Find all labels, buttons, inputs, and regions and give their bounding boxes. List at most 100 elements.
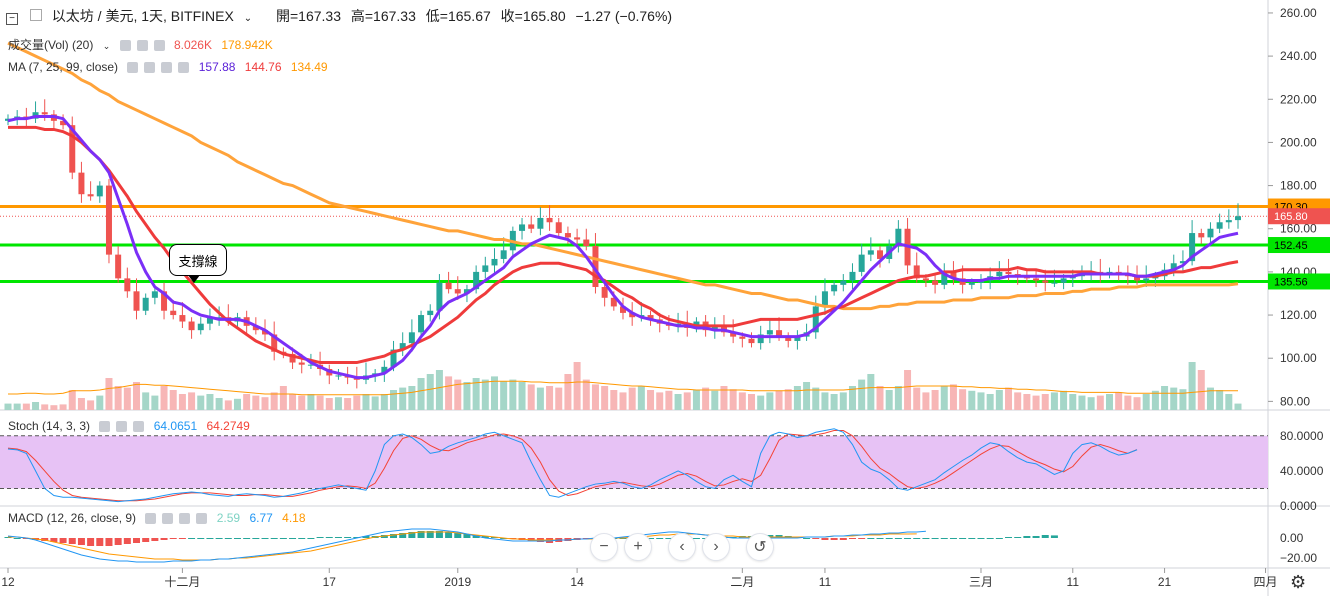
volume-bar <box>1050 392 1058 410</box>
macd-line <box>7 528 926 563</box>
eye-icon[interactable] <box>119 40 131 52</box>
volume-bar <box>1124 395 1132 410</box>
volume-bar <box>105 378 113 410</box>
volume-bar <box>1115 392 1123 410</box>
volume-bar <box>169 390 177 410</box>
candle-body <box>87 194 94 197</box>
gear-icon[interactable]: ⚙ <box>1290 572 1307 592</box>
macd-hist-bar <box>362 536 370 538</box>
candle-body <box>427 310 434 316</box>
level-price-tag <box>1268 237 1330 254</box>
zoom-out-button[interactable]: − <box>590 533 618 561</box>
volume-bar <box>1216 390 1224 410</box>
macd-hist-bar <box>830 538 838 540</box>
eye-icon[interactable] <box>99 421 111 433</box>
chevron-down-icon[interactable]: ⌄ <box>102 41 111 51</box>
price-tick-label: 180.00 <box>1280 179 1317 193</box>
candle-body <box>124 278 131 292</box>
macd-hist-bar <box>858 538 866 539</box>
volume-bar <box>1060 390 1068 410</box>
candle-body <box>445 282 452 290</box>
time-tick-label: 二月 <box>730 575 754 589</box>
time-tick-label: 21 <box>1158 575 1172 589</box>
scroll-left-button[interactable]: ‹ <box>668 533 696 561</box>
macd-hist-bar <box>913 538 921 539</box>
volume-bar <box>344 398 352 410</box>
zoom-in-button[interactable]: + <box>624 533 652 561</box>
macd-hist-bar <box>261 538 269 539</box>
macd-hist-bar <box>142 538 150 542</box>
volume-bar <box>197 395 205 410</box>
candle-body <box>463 289 470 294</box>
candle-body <box>271 334 278 352</box>
macd-hist-bar <box>114 538 122 545</box>
volume-bar <box>986 394 994 410</box>
minus-square-icon[interactable]: − <box>6 13 18 25</box>
candle-body <box>170 310 177 316</box>
stoch-label[interactable]: Stoch (14, 3, 3) <box>8 419 91 433</box>
candle-body <box>381 366 388 374</box>
volume-bar <box>307 394 315 410</box>
eye-icon[interactable] <box>127 62 139 74</box>
volume-bar <box>1133 397 1141 410</box>
macd-hist-bar <box>334 537 342 538</box>
scroll-right-button[interactable]: › <box>702 533 730 561</box>
support-callout[interactable]: 支撐線 <box>169 244 227 283</box>
source-icon[interactable] <box>161 62 173 74</box>
close-icon[interactable] <box>178 62 190 74</box>
volume-bar <box>674 394 682 410</box>
chevron-down-icon[interactable]: ⌄ <box>243 13 253 24</box>
macd-hist-bar <box>252 538 260 539</box>
close-icon[interactable] <box>133 421 145 433</box>
volume-label[interactable]: 成交量(Vol) (20) <box>8 38 94 52</box>
close-icon[interactable] <box>196 513 208 525</box>
volume-bar <box>279 386 287 410</box>
macd-hist-bar <box>105 538 113 546</box>
close-icon[interactable] <box>153 40 165 52</box>
low-value: 低=165.67 <box>425 8 491 24</box>
candle-body <box>996 271 1003 277</box>
price-tick-label: 220.00 <box>1280 92 1317 106</box>
volume-ma-line <box>8 380 1238 396</box>
volume-bar <box>270 392 278 410</box>
volume-bar <box>261 397 269 410</box>
candle-body <box>1216 222 1223 229</box>
candle-body <box>711 325 718 331</box>
macd-hist-bar <box>821 538 829 540</box>
candle-body <box>1225 220 1232 223</box>
macd-label[interactable]: MACD (12, 26, close, 9) <box>8 511 137 525</box>
volume-bar <box>426 374 434 410</box>
volume-bar <box>1170 387 1178 410</box>
source-icon[interactable] <box>179 513 191 525</box>
macd-hist-bar <box>445 532 453 538</box>
candle-body <box>115 254 122 279</box>
candle-body <box>785 336 792 341</box>
macd-hist-bar <box>233 538 241 539</box>
volume-bar <box>215 398 223 410</box>
volume-bar <box>481 379 489 410</box>
settings-icon[interactable] <box>116 421 128 433</box>
candle-body <box>564 233 571 238</box>
volume-bar <box>13 403 21 410</box>
stoch-k-line <box>7 428 1138 503</box>
settings-icon[interactable] <box>162 513 174 525</box>
ma-label[interactable]: MA (7, 25, 99, close) <box>8 60 119 74</box>
volume-bar <box>601 386 609 410</box>
candle-body <box>482 265 489 272</box>
volume-bar <box>931 390 939 410</box>
settings-icon[interactable] <box>144 62 156 74</box>
volume-bar <box>959 389 967 410</box>
candle-body <box>1235 216 1241 221</box>
reset-button[interactable]: ↺ <box>746 533 774 561</box>
candle-body <box>519 224 526 231</box>
time-tick-label: 11 <box>1067 575 1080 589</box>
candle-body <box>151 291 158 298</box>
macd-hist-bar <box>390 534 398 538</box>
volume-bar <box>224 400 232 410</box>
symbol-title[interactable]: 以太坊 / 美元, 1天, BITFINEX <box>51 8 234 24</box>
volume-bar <box>830 394 838 410</box>
settings-icon[interactable] <box>136 40 148 52</box>
candle-body <box>252 325 259 331</box>
eye-icon[interactable] <box>145 513 157 525</box>
